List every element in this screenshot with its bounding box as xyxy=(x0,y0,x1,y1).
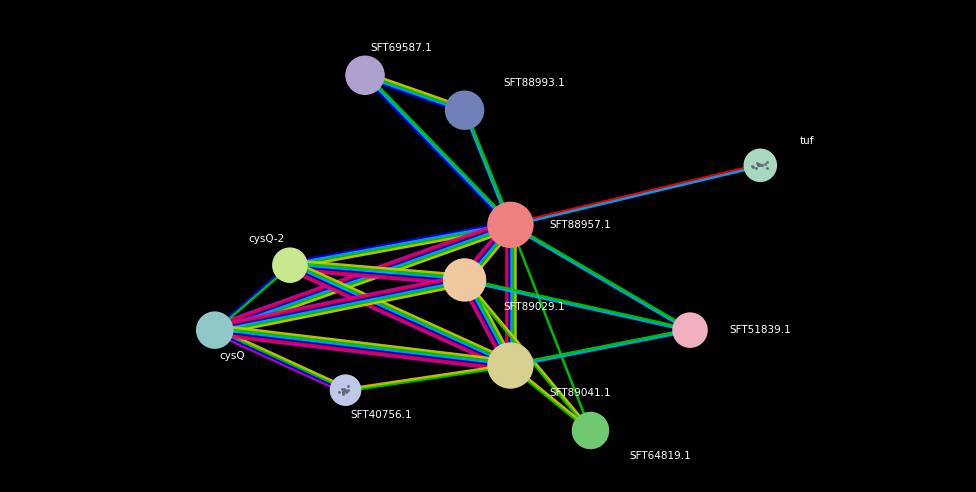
Ellipse shape xyxy=(488,343,533,388)
Text: cysQ: cysQ xyxy=(220,351,245,361)
Ellipse shape xyxy=(573,413,608,448)
Ellipse shape xyxy=(197,312,232,348)
Text: SFT69587.1: SFT69587.1 xyxy=(370,43,431,53)
Ellipse shape xyxy=(745,150,776,181)
Ellipse shape xyxy=(273,248,306,282)
Text: SFT89029.1: SFT89029.1 xyxy=(504,302,565,312)
Text: SFT40756.1: SFT40756.1 xyxy=(350,410,412,420)
Ellipse shape xyxy=(331,375,360,405)
Text: SFT88957.1: SFT88957.1 xyxy=(549,220,611,230)
Text: cysQ-2: cysQ-2 xyxy=(249,234,285,244)
Ellipse shape xyxy=(673,313,707,347)
Ellipse shape xyxy=(346,57,384,94)
Text: SFT64819.1: SFT64819.1 xyxy=(630,451,691,461)
Text: SFT88993.1: SFT88993.1 xyxy=(504,78,565,88)
Ellipse shape xyxy=(488,203,533,247)
Text: SFT51839.1: SFT51839.1 xyxy=(729,325,791,335)
Text: SFT89041.1: SFT89041.1 xyxy=(549,388,611,398)
Text: tuf: tuf xyxy=(799,136,814,146)
Ellipse shape xyxy=(446,92,483,129)
Ellipse shape xyxy=(444,259,485,301)
